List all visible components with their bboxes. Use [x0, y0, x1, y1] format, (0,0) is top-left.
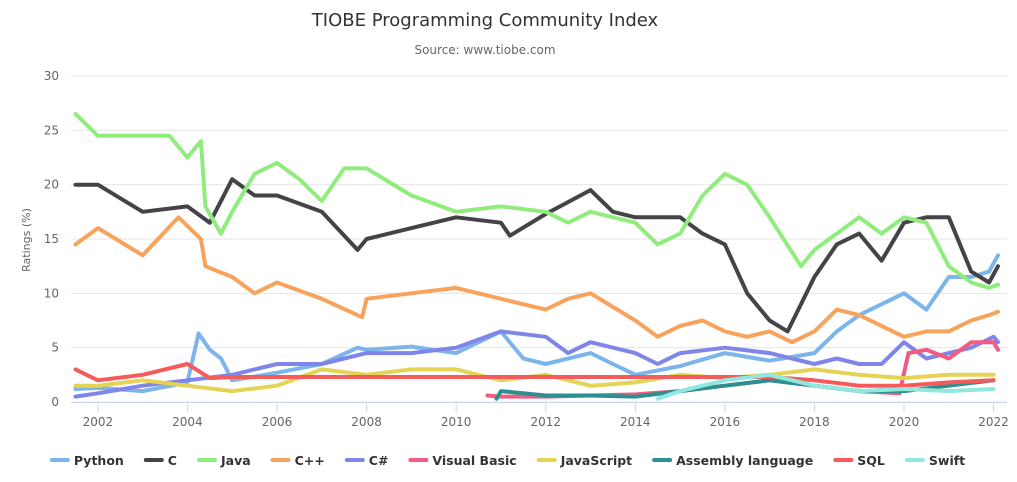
legend-label: Python [74, 453, 124, 468]
x-tick-label: 2022 [978, 415, 1009, 429]
legend[interactable]: Python C Java C++ C# Visual Basic JavaScript As… [49, 453, 965, 468]
x-tick-label: 2006 [262, 415, 293, 429]
series-line[interactable] [73, 362, 996, 388]
legend-item[interactable]: JavaScript [536, 453, 632, 468]
x-tick-label: 2008 [351, 415, 382, 429]
legend-item[interactable]: C++ [270, 453, 325, 468]
legend-item[interactable]: Assembly language [652, 453, 813, 468]
series-line[interactable] [73, 112, 1000, 290]
legend-item[interactable]: Python [49, 453, 124, 468]
x-axis-ticks: 2002 2004 2006 2008 2010 2012 2014 2016 2018 2020… [71, 402, 1009, 429]
y-tick-label: 30 [44, 69, 59, 83]
legend-label: JavaScript [560, 453, 632, 468]
series-line[interactable] [655, 372, 996, 401]
series-line[interactable] [73, 253, 1000, 394]
y-tick-label: 0 [51, 395, 59, 409]
x-tick-label: 2002 [83, 415, 114, 429]
x-tick-label: 2020 [889, 415, 920, 429]
y-tick-label: 15 [44, 232, 59, 246]
y-tick-label: 25 [44, 123, 59, 137]
x-tick-label: 2016 [710, 415, 741, 429]
series-line[interactable] [494, 378, 996, 401]
legend-item[interactable]: C [143, 453, 177, 468]
legend-label: SQL [857, 453, 885, 468]
legend-label: C [168, 453, 177, 468]
series-line[interactable] [73, 215, 1000, 345]
legend-label: Java [220, 453, 251, 468]
grid [71, 75, 1007, 403]
x-tick-label: 2010 [441, 415, 472, 429]
x-tick-label: 2012 [530, 415, 561, 429]
series-lines [73, 112, 1000, 401]
legend-label: Assembly language [676, 453, 813, 468]
series-line[interactable] [73, 367, 996, 394]
legend-label: Visual Basic [432, 453, 516, 468]
legend-item[interactable]: Java [197, 453, 251, 468]
legend-item[interactable]: Visual Basic [408, 453, 517, 468]
legend-label: Swift [929, 453, 965, 468]
y-axis-title: Ratings (%) [20, 208, 33, 272]
chart-subtitle: Source: www.tiobe.com [414, 43, 555, 57]
y-tick-label: 5 [51, 341, 59, 355]
series-line[interactable] [73, 329, 1000, 399]
x-tick-label: 2014 [620, 415, 651, 429]
y-tick-label: 10 [44, 286, 59, 300]
chart-title: TIOBE Programming Community Index [311, 10, 659, 31]
legend-label: C# [369, 453, 389, 468]
y-axis-ticks: 0 5 10 15 20 25 30 [44, 69, 59, 409]
legend-item[interactable]: C# [344, 453, 389, 468]
legend-item[interactable]: SQL [833, 453, 885, 468]
x-tick-label: 2018 [799, 415, 830, 429]
x-tick-label: 2004 [172, 415, 203, 429]
legend-label: C++ [295, 453, 325, 468]
y-tick-label: 20 [44, 178, 59, 192]
legend-item[interactable]: Swift [904, 453, 965, 468]
